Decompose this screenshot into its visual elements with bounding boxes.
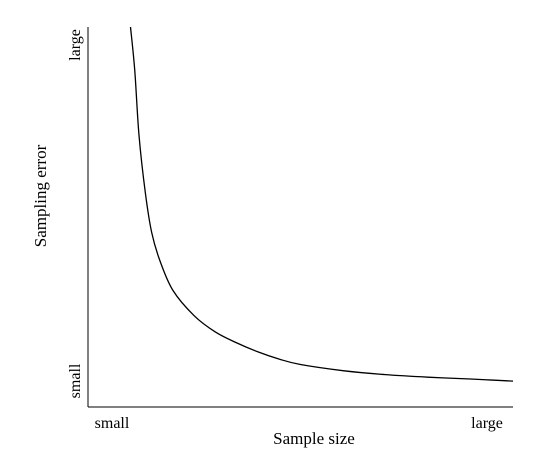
x-tick-label-small: small [95,415,130,432]
y-axis-label: Sampling error [31,144,50,247]
axes [87,27,513,408]
x-axis-label: Sample size [273,429,355,448]
sampling-error-curve [129,26,514,382]
x-tick-label-large: large [471,415,503,432]
y-tick-label-large: large [67,29,84,61]
y-tick-label-small: small [67,363,84,398]
